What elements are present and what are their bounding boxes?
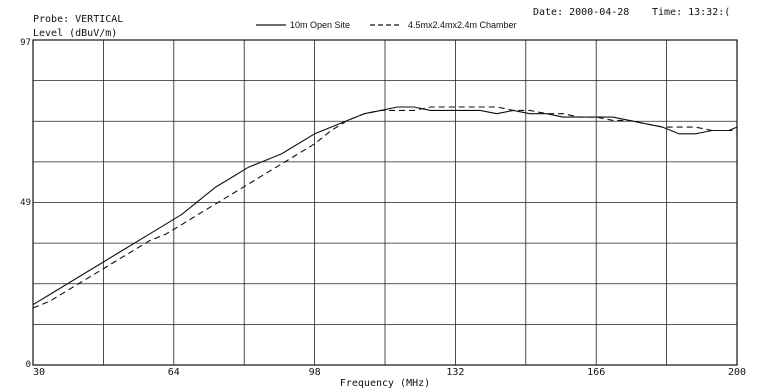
date-label: Date: 2000-04-28: [533, 7, 630, 18]
legend-label-open-site: 10m Open Site: [290, 20, 350, 30]
tick-labels: 30 64 98 132 166 200 0 49 97: [20, 38, 746, 378]
series-line-chamber: [32, 106, 737, 309]
series-lines: [32, 106, 738, 309]
grid: [33, 40, 737, 365]
time-label: Time: 13:32:(: [652, 7, 731, 18]
y-tick-label: 97: [20, 38, 31, 48]
probe-label: Probe: VERTICAL: [33, 14, 124, 25]
x-tick-label: 166: [587, 367, 605, 378]
legend-label-chamber: 4.5mx2.4mx2.4m Chamber: [408, 20, 517, 30]
x-tick-label: 64: [168, 367, 180, 378]
x-tick-label: 98: [309, 367, 321, 378]
y-tick-label: 0: [26, 360, 31, 370]
legend: 10m Open Site 4.5mx2.4mx2.4m Chamber: [256, 20, 517, 30]
y-tick-label: 49: [20, 198, 31, 208]
x-axis-label: Frequency (MHz): [340, 378, 430, 389]
series-line-open-site: [32, 106, 738, 306]
plot-frame: [32, 39, 738, 366]
x-tick-label: 132: [446, 367, 464, 378]
x-tick-label: 30: [33, 367, 45, 378]
level-axis-label: Level (dBuV/m): [33, 28, 118, 39]
x-tick-label: 200: [728, 367, 746, 378]
